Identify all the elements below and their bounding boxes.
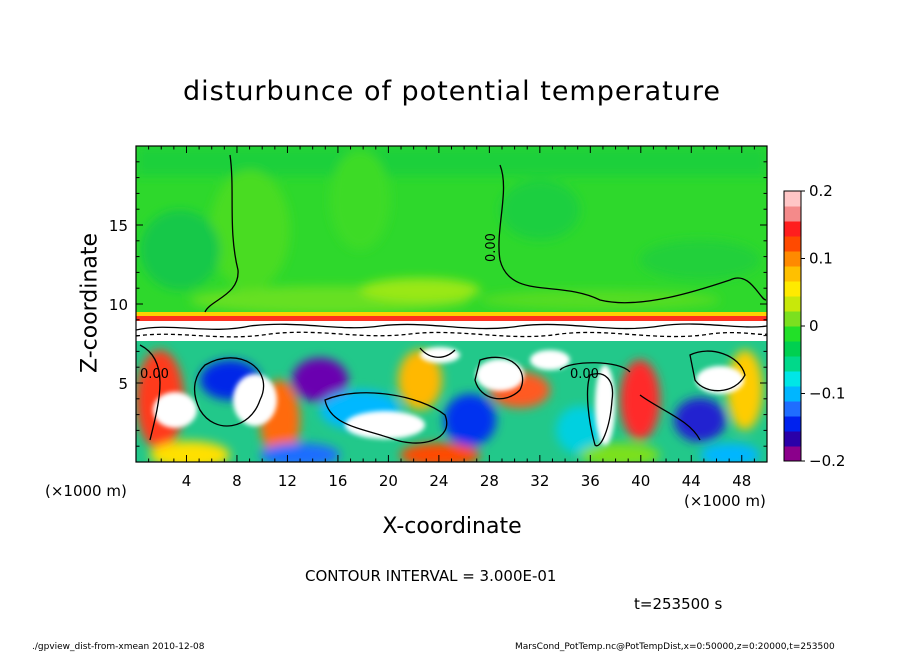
colorbar: 0.2 0.1 0 −0.1 −0.2 — [783, 182, 845, 470]
footer-right: MarsCond_PotTemp.nc@PotTempDist,x=0:5000… — [515, 642, 835, 652]
colorbar-swatch — [784, 296, 801, 312]
colorbar-swatch — [784, 266, 801, 282]
x-unit-right: (×1000 m) — [684, 492, 766, 510]
x-tick-label: 36 — [581, 472, 600, 490]
contour-label: 0.00 — [140, 367, 169, 382]
contour-interval: CONTOUR INTERVAL = 3.000E-01 — [305, 567, 557, 585]
colorbar-tick-label: 0.1 — [809, 250, 833, 268]
x-tick-label: 12 — [278, 472, 297, 490]
colorbar-swatch — [784, 446, 801, 462]
time-label: t=253500 s — [634, 595, 723, 613]
x-tick-label: 32 — [530, 472, 549, 490]
contour-label: 0.00 — [484, 233, 499, 262]
colorbar-swatch — [784, 311, 801, 327]
colorbar-swatch — [784, 281, 801, 297]
colorbar-swatch — [784, 356, 801, 372]
y-tick-label: 5 — [118, 375, 128, 393]
y-axis: 5 10 15 — [109, 145, 767, 463]
heatmap-field: 0.00 0.00 0.00 — [136, 146, 767, 462]
x-tick-label: 4 — [182, 472, 192, 490]
colorbar-swatch — [784, 221, 801, 237]
y-tick-label: 10 — [109, 296, 128, 314]
contour-label: 0.00 — [570, 367, 599, 382]
colorbar-swatch — [784, 236, 801, 252]
colorbar-swatch — [784, 431, 801, 447]
colorbar-swatch — [784, 371, 801, 387]
x-tick-label: 28 — [480, 472, 499, 490]
colorbar-swatch — [784, 206, 801, 222]
colorbar-swatch — [784, 341, 801, 357]
colorbar-tick-label: 0.2 — [809, 182, 833, 200]
colorbar-swatch — [784, 326, 801, 342]
y-tick-label: 15 — [109, 217, 128, 235]
footer-left: ./gpview_dist-from-xmean 2010-12-08 — [32, 642, 205, 652]
colorbar-tick-label: −0.1 — [809, 385, 845, 403]
x-unit-left: (×1000 m) — [45, 482, 127, 500]
contour-lines — [136, 154, 767, 447]
chart-title: disturbunce of potential temperature — [183, 76, 721, 107]
colorbar-tick-label: 0 — [809, 317, 819, 335]
contour-labels: 0.00 0.00 0.00 — [140, 233, 599, 382]
colorbar-swatch — [784, 191, 801, 207]
colorbar-tick-label: −0.2 — [809, 452, 845, 470]
x-tick-label: 8 — [232, 472, 242, 490]
colorbar-swatch — [784, 386, 801, 402]
colorbar-swatch — [784, 401, 801, 417]
x-tick-label: 16 — [328, 472, 347, 490]
x-tick-label: 40 — [631, 472, 650, 490]
x-tick-label: 48 — [732, 472, 751, 490]
x-tick-label: 24 — [429, 472, 448, 490]
x-axis: 4 8 12 16 20 24 28 32 36 40 44 48 — [135, 146, 768, 490]
x-axis-label: X-coordinate — [382, 514, 522, 539]
x-tick-label: 20 — [379, 472, 398, 490]
colorbar-swatch — [784, 416, 801, 432]
colorbar-swatch — [784, 251, 801, 267]
x-tick-label: 44 — [682, 472, 701, 490]
